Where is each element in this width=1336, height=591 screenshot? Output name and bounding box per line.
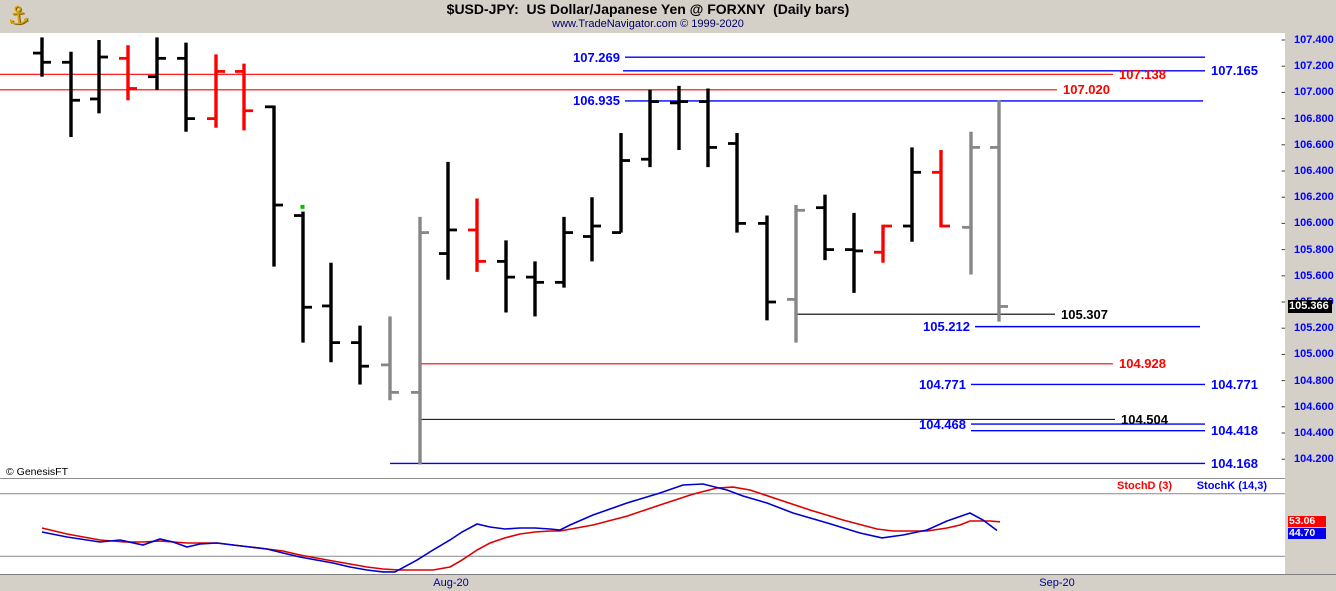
last-price-badge: 105.366	[1288, 299, 1332, 313]
y-axis-tick-label: 104.800	[1294, 374, 1334, 387]
price-level-label: 104.468	[919, 416, 966, 432]
green-signal-marker	[300, 204, 305, 209]
y-axis-tick-label: 107.400	[1294, 34, 1334, 46]
y-axis-tick-label: 106.200	[1294, 191, 1334, 204]
y-axis-tick-label: 106.600	[1294, 138, 1334, 151]
stoch-k-line	[41, 483, 998, 573]
price-level-label: 106.935	[573, 93, 620, 109]
price-level-label: 104.771	[1211, 376, 1258, 392]
price-level-label: 107.269	[573, 49, 620, 65]
chart-subtitle: www.TradeNavigator.com © 1999-2020	[552, 18, 744, 30]
y-axis-tick-label: 106.400	[1294, 165, 1334, 177]
x-axis-date-label: Aug-20	[433, 577, 469, 589]
price-level-label: 104.418	[1211, 423, 1258, 439]
stoch-k-value-badge: 44.70	[1288, 527, 1326, 539]
x-axis-date-label: Sep-20	[1039, 577, 1075, 589]
y-axis-tick-label: 106.800	[1294, 112, 1334, 125]
price-level-label: 104.771	[919, 376, 966, 392]
y-axis-tick-label: 106.000	[1294, 217, 1334, 230]
y-axis-tick-label: 104.400	[1294, 427, 1334, 439]
y-axis-tick-label: 107.200	[1294, 60, 1334, 73]
y-axis-tick-label: 104.600	[1294, 400, 1334, 413]
date-axis-strip	[0, 574, 1336, 591]
price-level-label: 104.928	[1119, 356, 1166, 372]
y-axis-tick-label: 104.200	[1294, 453, 1334, 466]
y-axis-tick-label: 105.800	[1294, 243, 1334, 256]
price-level-label: 105.212	[923, 319, 970, 335]
chart-header: ⚓ $USD-JPY: US Dollar/Japanese Yen @ FOR…	[0, 0, 1336, 33]
y-axis-tick-label: 105.000	[1294, 348, 1334, 361]
y-axis-tick-label: 105.200	[1294, 322, 1334, 335]
price-level-label: 107.138	[1119, 66, 1166, 82]
stoch-d-value-badge: 53.06	[1288, 516, 1326, 527]
price-level-label: 107.165	[1211, 63, 1258, 79]
price-level-label: 104.504	[1121, 411, 1168, 427]
genesisft-watermark: © GenesisFT	[6, 466, 69, 478]
price-level-label: 107.020	[1063, 82, 1110, 98]
stoch-k-legend: StochK (14,3)	[1196, 480, 1267, 492]
price-level-label: 104.168	[1211, 455, 1258, 471]
price-level-label: 105.307	[1061, 306, 1108, 322]
chart-title: $USD-JPY: US Dollar/Japanese Yen @ FORXN…	[446, 1, 850, 17]
y-axis-tick-label: 105.600	[1294, 269, 1334, 282]
stoch-d-legend: StochD (3)	[1117, 480, 1172, 492]
y-axis-tick-label: 107.000	[1294, 86, 1334, 99]
